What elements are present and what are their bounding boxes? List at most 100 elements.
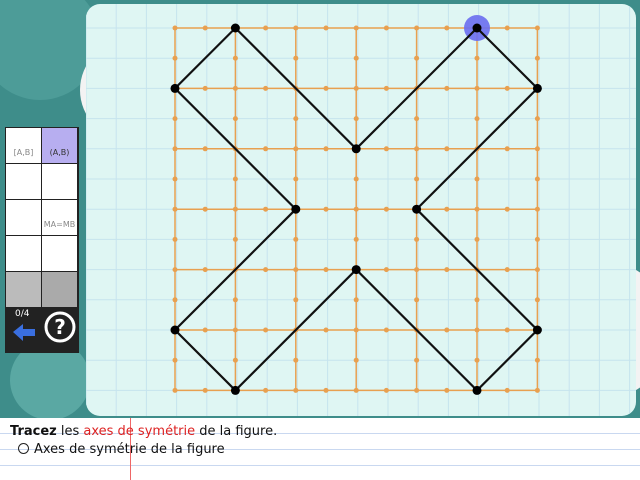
- figure-point: [472, 385, 482, 395]
- grid-node: [504, 25, 510, 31]
- bisector-tool[interactable]: MA=MB: [42, 200, 77, 235]
- grid-node: [232, 55, 238, 61]
- figure-point: [532, 83, 542, 93]
- grid-node: [504, 327, 510, 333]
- grid-node: [474, 297, 480, 303]
- grid-node: [172, 146, 178, 152]
- grid-node: [172, 116, 178, 122]
- grid-node: [444, 146, 450, 152]
- help-button[interactable]: ?: [43, 310, 77, 344]
- grid-node: [444, 267, 450, 273]
- grid-node: [263, 85, 269, 91]
- grid-node: [293, 297, 299, 303]
- grid-node: [172, 25, 178, 31]
- grid-node: [263, 146, 269, 152]
- grid-node: [414, 236, 420, 242]
- grid-node: [504, 267, 510, 273]
- grid-node: [383, 85, 389, 91]
- grid-node: [534, 25, 540, 31]
- grid-node: [323, 25, 329, 31]
- grid-node: [474, 85, 480, 91]
- grid-node: [353, 85, 359, 91]
- grid-node: [383, 25, 389, 31]
- line-tool[interactable]: (A,B): [42, 128, 77, 163]
- undo-button[interactable]: [9, 321, 39, 343]
- grid-node: [172, 267, 178, 273]
- grid-node: [534, 267, 540, 273]
- grid-node: [353, 25, 359, 31]
- grid-node: [383, 146, 389, 152]
- grid-node: [172, 206, 178, 212]
- grid-node: [534, 176, 540, 182]
- grid-node: [474, 327, 480, 333]
- grid-node: [172, 297, 178, 303]
- grid-node: [383, 327, 389, 333]
- figure-point: [351, 265, 361, 275]
- grid-node: [323, 146, 329, 152]
- grid-node: [414, 176, 420, 182]
- grid-node: [202, 267, 208, 273]
- grid-node: [383, 267, 389, 273]
- eraser-tool[interactable]: [42, 272, 77, 307]
- perpendicular-tool[interactable]: [42, 236, 77, 271]
- grid-node: [534, 55, 540, 61]
- grid-node: [474, 55, 480, 61]
- grid-node: [534, 297, 540, 303]
- grid-node: [293, 357, 299, 363]
- grid-node: [353, 297, 359, 303]
- grid-node: [172, 176, 178, 182]
- segment-tool[interactable]: [A,B]: [6, 128, 41, 163]
- grid-node: [353, 236, 359, 242]
- grid-node: [202, 387, 208, 393]
- grid-node: [323, 387, 329, 393]
- grid-node: [293, 116, 299, 122]
- figure-point: [170, 83, 180, 93]
- grid-node: [414, 267, 420, 273]
- parallel-tool[interactable]: [6, 236, 41, 271]
- grid-node: [383, 206, 389, 212]
- toolbar: [A,B] (A,B) MA=MB 0/4 ?: [5, 127, 79, 353]
- grid-node: [232, 85, 238, 91]
- grid-node: [504, 206, 510, 212]
- grid-node: [504, 146, 510, 152]
- figure-point: [230, 385, 240, 395]
- figure-point: [230, 23, 240, 33]
- figure-point: [351, 144, 361, 154]
- point-tool[interactable]: [6, 272, 41, 307]
- grid-node: [232, 116, 238, 122]
- grid-node: [232, 206, 238, 212]
- grid-node: [474, 236, 480, 242]
- geometry-canvas[interactable]: [86, 4, 636, 416]
- figure-point: [532, 325, 542, 335]
- grid-node: [232, 327, 238, 333]
- grid-node: [534, 236, 540, 242]
- grid-node: [444, 387, 450, 393]
- grid-node: [414, 387, 420, 393]
- rays-tool[interactable]: [42, 164, 77, 199]
- grid-node: [534, 116, 540, 122]
- grid-node: [414, 116, 420, 122]
- grid-node: [263, 327, 269, 333]
- grid-node: [202, 146, 208, 152]
- grid-node: [534, 206, 540, 212]
- grid-node: [353, 387, 359, 393]
- grid-node: [414, 25, 420, 31]
- score: 0/4: [15, 309, 30, 319]
- grid-node: [232, 297, 238, 303]
- grid-node: [202, 327, 208, 333]
- grid-node: [232, 176, 238, 182]
- circle-tool[interactable]: [6, 164, 41, 199]
- intersection-tool[interactable]: [6, 200, 41, 235]
- figure-point: [291, 204, 301, 214]
- grid-node: [202, 206, 208, 212]
- work-area[interactable]: [86, 4, 636, 416]
- grid-node: [353, 357, 359, 363]
- grid-node: [263, 267, 269, 273]
- grid-node: [232, 236, 238, 242]
- grid-node: [202, 25, 208, 31]
- figure-point: [412, 204, 422, 214]
- grid-node: [263, 25, 269, 31]
- instruction-area: Tracez les axes de symétrie de la figure…: [0, 418, 640, 480]
- grid-node: [474, 206, 480, 212]
